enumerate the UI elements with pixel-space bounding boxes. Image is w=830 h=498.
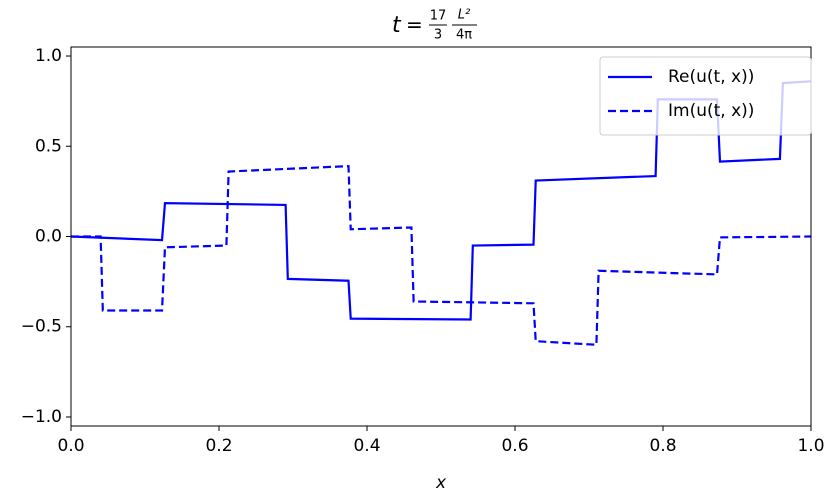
- legend-box: [599, 56, 812, 136]
- y-tick-label: 1.0: [35, 46, 62, 66]
- title-frac1-den: 3: [434, 28, 442, 43]
- y-tick-label: 0.0: [35, 227, 62, 247]
- data-line: [70, 80, 812, 321]
- title-frac1-num: 17: [430, 9, 447, 24]
- title-lhs: t: [392, 13, 402, 38]
- x-tick-label: 0.8: [649, 436, 676, 456]
- x-tick-label: 0.2: [205, 436, 232, 456]
- legend-label: Re(u(t, x)): [668, 67, 754, 87]
- x-axis-label: x: [435, 473, 447, 493]
- x-tick-label: 0.0: [57, 436, 84, 456]
- x-tick-label: 0.6: [501, 436, 528, 456]
- y-tick-label: −1.0: [21, 407, 62, 427]
- y-tick-label: 0.5: [35, 136, 62, 156]
- title-frac2-num: L²: [458, 8, 470, 23]
- legend: Re(u(t, x)) Im(u(t, x)): [599, 56, 812, 136]
- y-tick-label: −0.5: [21, 317, 62, 337]
- legend-label: Im(u(t, x)): [668, 101, 754, 121]
- chart-title: t = 17 3 L² 4π: [392, 8, 477, 43]
- data-line: [71, 164, 812, 346]
- x-tick-label: 0.4: [353, 436, 380, 456]
- x-tick-label: 1.0: [797, 436, 824, 456]
- title-frac2-den: 4π: [456, 28, 472, 43]
- title-eq: =: [406, 13, 423, 37]
